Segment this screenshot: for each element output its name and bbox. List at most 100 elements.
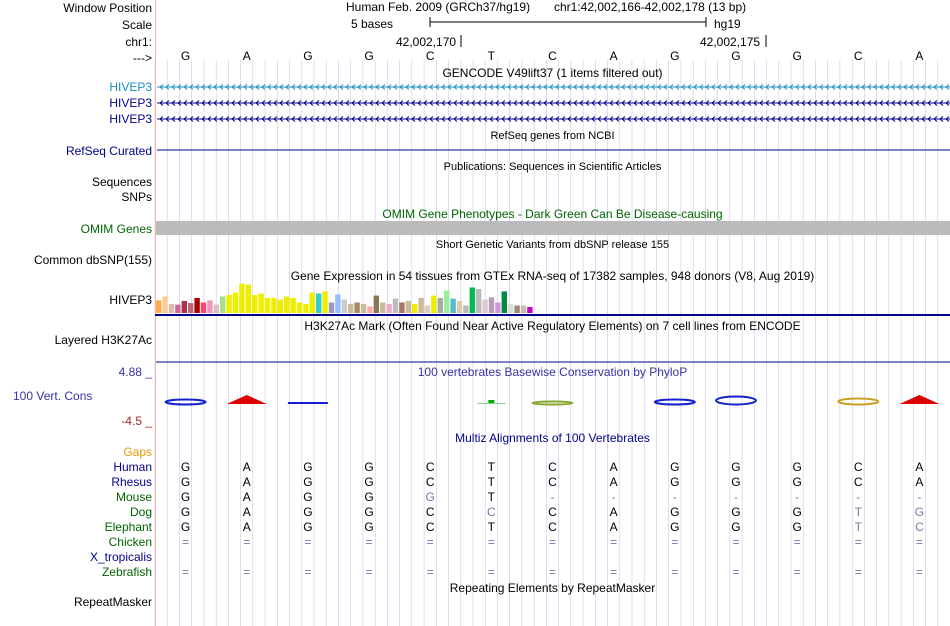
- strand-arrow: [915, 100, 920, 106]
- strand-arrow: [897, 116, 902, 122]
- alignment-base: =: [915, 535, 923, 549]
- strand-arrow: [423, 116, 428, 122]
- alignment-base: G: [670, 520, 680, 534]
- gtex-bar: [316, 293, 322, 313]
- strand-arrow: [783, 84, 788, 90]
- strand-arrow: [381, 116, 386, 122]
- strand-arrow: [387, 84, 392, 90]
- strand-arrow: [909, 100, 914, 106]
- species-label[interactable]: Elephant: [104, 520, 152, 534]
- strand-arrow: [531, 116, 536, 122]
- gtex-bar: [162, 296, 168, 313]
- gtex-bar: [450, 298, 456, 313]
- strand-arrow: [777, 84, 782, 90]
- alignment-base: G: [792, 505, 802, 519]
- strand-arrow: [777, 116, 782, 122]
- species-label[interactable]: Dog: [129, 505, 152, 519]
- dbsnp-label[interactable]: Common dbSNP(155): [33, 253, 152, 267]
- strand-arrow: [879, 116, 884, 122]
- alignment-base: =: [548, 565, 556, 579]
- species-label[interactable]: Zebrafish: [101, 565, 152, 579]
- strand-arrow: [225, 116, 230, 122]
- alignment-base: =: [243, 535, 251, 549]
- strand-arrow: [675, 84, 680, 90]
- gencode-item-label[interactable]: HIVEP3: [109, 112, 152, 126]
- species-label[interactable]: Mouse: [115, 490, 152, 504]
- strand-arrow: [453, 100, 458, 106]
- gtex-bar: [264, 298, 271, 313]
- strand-arrow: [525, 116, 530, 122]
- strand-arrow: [885, 116, 890, 122]
- gtex-bar: [220, 296, 226, 313]
- strand-arrow: [249, 84, 254, 90]
- h3k27ac-label[interactable]: Layered H3K27Ac: [54, 333, 152, 347]
- alignment-base: G: [670, 460, 680, 474]
- strand-arrow: [579, 100, 584, 106]
- alignment-base: T: [487, 460, 496, 474]
- alignment-base: G: [425, 490, 435, 504]
- strand-arrow: [387, 116, 392, 122]
- gtex-bar: [252, 295, 258, 313]
- strand-arrow: [747, 116, 752, 122]
- rmsk-label[interactable]: RepeatMasker: [73, 595, 152, 609]
- strand-arrow: [927, 116, 932, 122]
- alignment-base: C: [548, 460, 557, 474]
- strand-arrow: [873, 84, 878, 90]
- base-letter: G: [792, 49, 802, 63]
- species-label[interactable]: Human: [113, 460, 152, 474]
- alignment-base: T: [487, 475, 496, 489]
- gtex-bar: [431, 295, 437, 313]
- alignment-base: =: [182, 535, 190, 549]
- snps-label[interactable]: SNPs: [121, 190, 152, 204]
- strand-arrow: [183, 84, 188, 90]
- base-letter: G: [731, 49, 741, 63]
- strand-arrow: [411, 116, 416, 122]
- strand-arrow: [705, 100, 710, 106]
- strand-arrow: [279, 84, 284, 90]
- gtex-bar: [175, 304, 181, 313]
- strand-arrow: [921, 116, 926, 122]
- gencode-item-label[interactable]: HIVEP3: [109, 96, 152, 110]
- cons-logo-T: [488, 400, 495, 404]
- strand-arrow: [273, 84, 278, 90]
- cons-logo-dash: [287, 402, 328, 404]
- strand-arrow: [405, 84, 410, 90]
- gaps-label[interactable]: Gaps: [123, 445, 152, 459]
- species-label[interactable]: Rhesus: [111, 475, 152, 489]
- strand-arrow: [159, 116, 164, 122]
- strand-arrow: [807, 116, 812, 122]
- strand-arrow: [429, 116, 434, 122]
- omim-label[interactable]: OMIM Genes: [80, 222, 152, 236]
- gtex-bar: [444, 290, 450, 313]
- cons-logo-P: [837, 397, 880, 406]
- strand-arrow: [729, 84, 734, 90]
- strand-arrow: [831, 100, 836, 106]
- strand-arrow: [399, 84, 404, 90]
- sequences-label[interactable]: Sequences: [91, 175, 152, 189]
- strand-arrow: [411, 84, 416, 90]
- cons-label[interactable]: 100 Vert. Cons: [13, 389, 93, 403]
- cons-logo-A: [226, 395, 267, 404]
- strand-arrow: [231, 100, 236, 106]
- strand-arrow: [327, 100, 332, 106]
- species-label[interactable]: X_tropicalis: [89, 550, 152, 564]
- strand-arrow: [903, 100, 908, 106]
- strand-arrow: [249, 100, 254, 106]
- gtex-bar: [412, 304, 418, 313]
- strand-arrow: [831, 116, 836, 122]
- gencode-item-label[interactable]: HIVEP3: [109, 80, 152, 94]
- strand-arrow: [315, 84, 320, 90]
- strand-arrow: [255, 116, 260, 122]
- strand-arrow: [741, 116, 746, 122]
- strand-arrow: [345, 84, 350, 90]
- strand-arrow: [447, 84, 452, 90]
- strand-arrow: [213, 84, 218, 90]
- species-label[interactable]: Chicken: [108, 535, 152, 549]
- strand-arrow: [669, 100, 674, 106]
- alignment-base: =: [365, 535, 373, 549]
- strand-arrow: [405, 100, 410, 106]
- strand-arrow: [279, 100, 284, 106]
- gtex-label[interactable]: HIVEP3: [109, 293, 152, 307]
- refseq-label[interactable]: RefSeq Curated: [65, 144, 152, 158]
- strand-arrow: [339, 116, 344, 122]
